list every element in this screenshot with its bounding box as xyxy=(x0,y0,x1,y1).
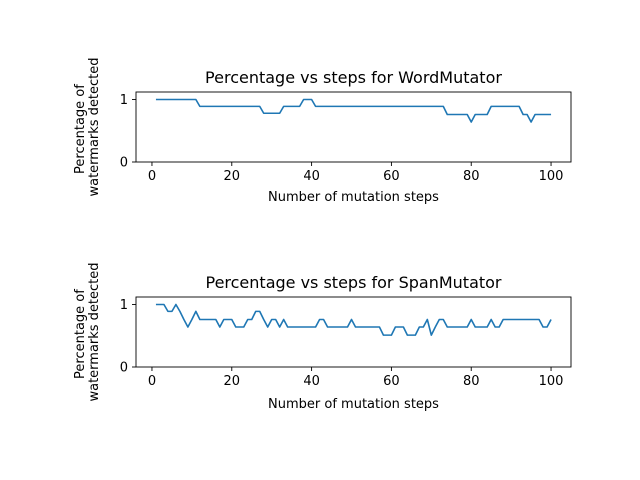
y-ticks: 01 xyxy=(120,93,136,171)
y-axis-label-line-2: watermarks detected xyxy=(87,262,102,401)
chart-title: Percentage vs steps for SpanMutator xyxy=(205,273,501,292)
y-tick-label: 1 xyxy=(120,298,128,313)
series-line xyxy=(155,98,552,123)
subplot-span-mutator: Percentage vs steps for SpanMutator Numb… xyxy=(73,262,572,412)
x-axis-label: Number of mutation steps xyxy=(268,397,439,412)
chart-title: Percentage vs steps for WordMutator xyxy=(205,68,502,87)
x-ticks: 0 20 40 60 80 100 xyxy=(148,162,564,184)
x-axis-label: Number of mutation steps xyxy=(268,190,439,205)
x-tick-label: 20 xyxy=(224,169,241,184)
x-tick-label: 80 xyxy=(463,169,480,184)
x-tick-label: 80 xyxy=(463,374,480,389)
x-tick-label: 0 xyxy=(148,374,156,389)
x-tick-label: 60 xyxy=(383,169,400,184)
y-ticks: 01 xyxy=(120,298,136,376)
y-axis-label: Percentage of watermarks detected xyxy=(73,57,102,196)
x-tick-label: 20 xyxy=(224,374,241,389)
plot-frame xyxy=(135,296,572,368)
y-tick-label: 0 xyxy=(120,156,128,171)
y-axis-label: Percentage of watermarks detected xyxy=(73,262,102,401)
y-axis-label-line-2: watermarks detected xyxy=(87,57,102,196)
series-line xyxy=(155,303,552,336)
y-axis-label-line-1: Percentage of xyxy=(73,289,88,379)
y-tick-label: 0 xyxy=(120,361,128,376)
subplot-word-mutator: Percentage vs steps for WordMutator Numb… xyxy=(73,57,572,205)
x-tick-label: 60 xyxy=(383,374,400,389)
x-tick-label: 40 xyxy=(303,169,320,184)
plot-frame xyxy=(135,91,572,163)
x-tick-label: 100 xyxy=(539,374,564,389)
x-ticks: 0 20 40 60 80 100 xyxy=(148,367,564,389)
x-tick-label: 40 xyxy=(303,374,320,389)
y-tick-label: 1 xyxy=(120,93,128,108)
x-tick-label: 0 xyxy=(148,169,156,184)
y-axis-label-line-1: Percentage of xyxy=(73,84,88,174)
x-tick-label: 100 xyxy=(539,169,564,184)
